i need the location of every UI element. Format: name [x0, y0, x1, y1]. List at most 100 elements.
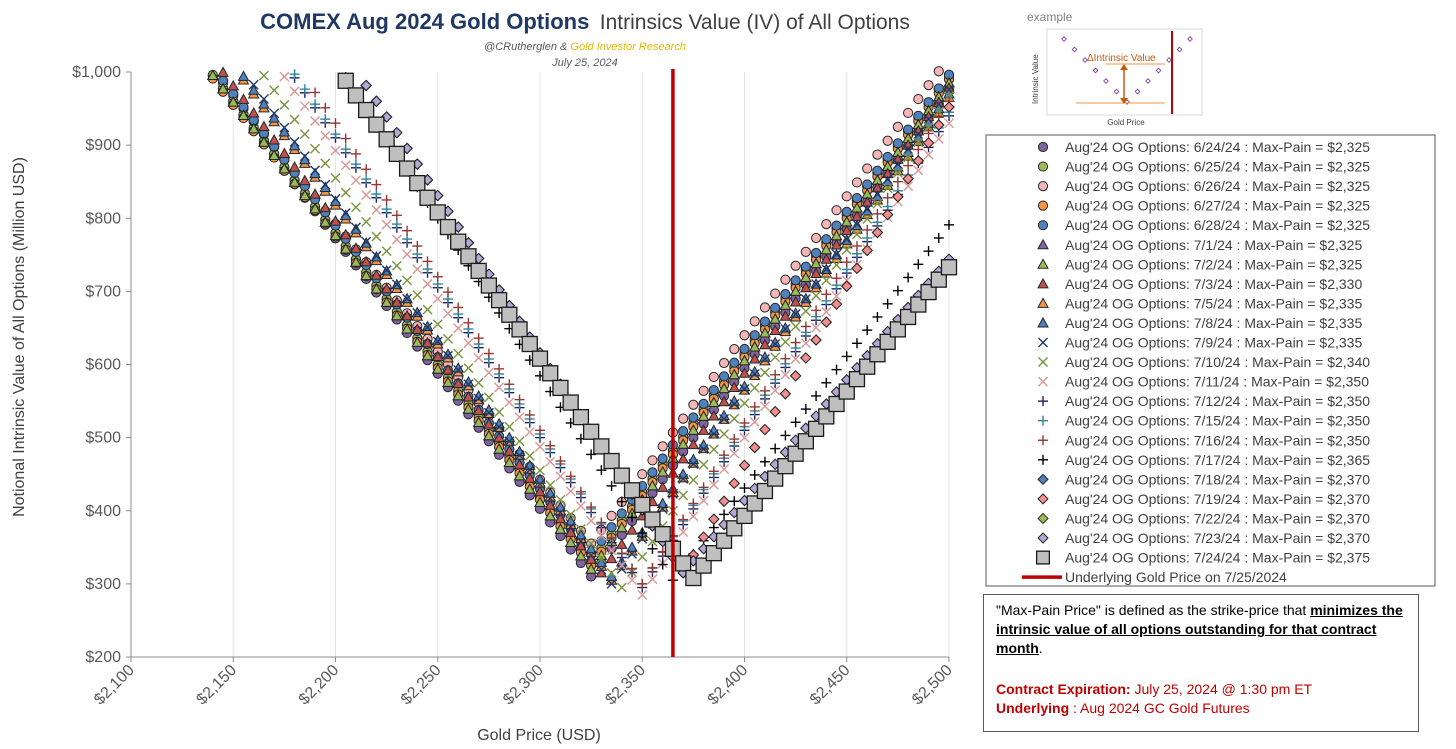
data-point — [402, 225, 413, 236]
data-point — [739, 384, 750, 394]
example-point — [1134, 88, 1141, 95]
data-point — [391, 296, 403, 307]
data-point — [206, 69, 219, 80]
data-point — [811, 290, 822, 301]
data-point — [708, 384, 719, 396]
legend-item: Aug'24 OG Options: 6/25/24 : Max-Pain = … — [1037, 159, 1370, 175]
data-point — [521, 335, 538, 353]
series — [360, 79, 955, 579]
data-point — [402, 275, 413, 286]
data-point — [749, 441, 761, 454]
data-point — [729, 413, 740, 424]
data-point — [279, 71, 290, 82]
data-point — [831, 364, 842, 375]
data-point — [882, 151, 893, 163]
data-point — [299, 101, 310, 112]
data-point — [442, 363, 454, 375]
data-point — [913, 137, 924, 148]
data-point — [350, 223, 362, 234]
data-point — [687, 424, 700, 435]
data-point — [391, 234, 402, 245]
data-point — [770, 352, 781, 363]
data-point — [535, 479, 545, 490]
data-point — [350, 256, 362, 267]
data-point — [708, 479, 719, 490]
data-point — [575, 486, 586, 497]
data-point — [370, 282, 383, 294]
series — [337, 72, 958, 587]
data-point — [565, 486, 576, 497]
data-point — [800, 306, 811, 317]
data-point — [493, 431, 505, 443]
data-point — [685, 569, 702, 587]
data-point — [340, 160, 351, 171]
legend-label: Underlying Gold Price on 7/25/2024 — [1065, 569, 1287, 585]
data-point — [227, 96, 240, 107]
data-point — [708, 444, 719, 455]
data-point — [309, 202, 321, 214]
data-point — [889, 321, 907, 338]
data-point — [831, 273, 842, 284]
data-point — [739, 432, 750, 443]
example-point — [1187, 36, 1193, 42]
data-point — [360, 269, 373, 281]
data-point — [555, 471, 566, 482]
data-point — [656, 481, 669, 492]
data-point — [862, 213, 873, 224]
data-point — [729, 398, 740, 409]
legend-label: Aug'24 OG Options: 7/1/24 : Max-Pain = $… — [1065, 237, 1362, 253]
data-point — [431, 363, 444, 374]
example-point — [1082, 57, 1088, 63]
data-point — [698, 385, 709, 396]
data-point — [749, 401, 760, 412]
data-point — [1037, 220, 1049, 231]
data-point — [535, 441, 545, 452]
data-point — [738, 354, 751, 366]
data-point — [1037, 161, 1049, 172]
data-point — [462, 391, 475, 402]
data-point — [279, 122, 290, 133]
data-point — [1038, 435, 1048, 446]
data-point — [892, 190, 904, 203]
series — [248, 79, 954, 589]
data-point — [862, 163, 873, 174]
legend-item: Aug'24 OG Options: 7/11/24 : Max-Pain = … — [1038, 374, 1369, 390]
data-point — [422, 304, 433, 315]
series — [360, 79, 955, 579]
data-point — [821, 289, 832, 300]
legend-item: Aug'24 OG Options: 7/1/24 : Max-Pain = $… — [1037, 237, 1362, 253]
data-point — [361, 190, 372, 201]
data-point — [503, 445, 516, 456]
data-point — [319, 201, 332, 213]
data-point — [882, 298, 893, 309]
data-point — [288, 176, 301, 187]
data-point — [759, 316, 771, 327]
data-point — [933, 119, 945, 131]
x-tick-label: $2,350 — [602, 662, 649, 709]
y-tick-label: $400 — [85, 503, 121, 520]
data-point — [279, 99, 290, 110]
data-point — [429, 204, 446, 221]
data-point — [790, 321, 801, 332]
data-point — [862, 179, 873, 190]
data-point — [862, 325, 873, 336]
y-tick-label: $700 — [85, 283, 121, 300]
data-point — [944, 219, 954, 230]
data-point — [1038, 337, 1048, 348]
data-point — [626, 541, 638, 552]
data-point — [646, 479, 659, 491]
data-point — [780, 274, 791, 285]
data-point — [841, 275, 852, 286]
data-point — [872, 208, 883, 219]
data-point — [289, 136, 300, 147]
data-point — [789, 370, 802, 382]
data-point — [289, 69, 300, 80]
data-point — [603, 452, 620, 470]
data-point — [637, 589, 648, 600]
data-point — [654, 526, 671, 543]
legend-item: Aug'24 OG Options: 7/5/24 : Max-Pain = $… — [1037, 295, 1362, 311]
data-point — [810, 267, 822, 278]
data-point — [402, 234, 413, 245]
data-point — [697, 410, 710, 421]
data-point — [831, 249, 842, 260]
